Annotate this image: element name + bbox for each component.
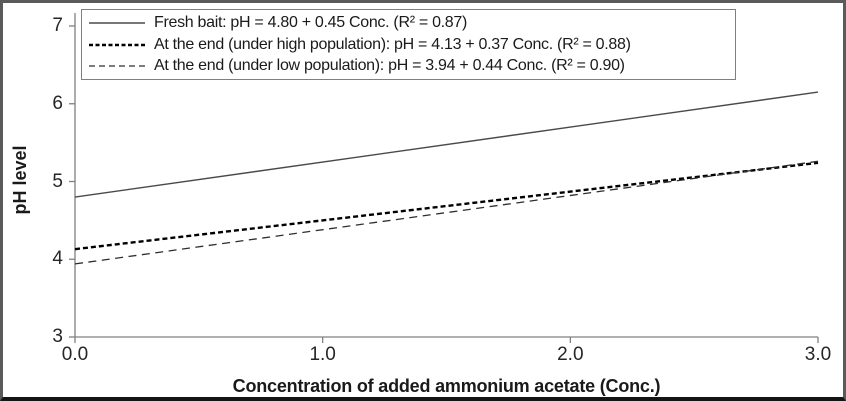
x-axis-title: Concentration of added ammonium acetate … — [232, 376, 661, 396]
x-tick-label: 1.0 — [309, 344, 336, 365]
x-tick-label: 2.0 — [557, 344, 584, 365]
legend-label: At the end (under high population): pH =… — [154, 35, 631, 53]
legend-item-end-high-population: At the end (under high population): pH =… — [88, 34, 729, 56]
legend-label: At the end (under low population): pH = … — [154, 57, 625, 75]
y-tick-label: 3 — [52, 326, 63, 347]
x-tick-label: 3.0 — [804, 344, 832, 365]
series-line-at-the-end-under-high-population — [74, 161, 819, 251]
y-tick-label: 5 — [52, 170, 63, 192]
chart-canvas — [69, 13, 819, 343]
legend: Fresh bait: pH = 4.80 + 0.45 Conc. (R² =… — [81, 9, 736, 80]
legend-item-fresh-bait: Fresh bait: pH = 4.80 + 0.45 Conc. (R² =… — [88, 12, 729, 34]
x-tick-label: 0.0 — [61, 344, 89, 365]
y-axis-title: pH level — [10, 145, 30, 215]
y-tick-label: 4 — [52, 248, 63, 270]
legend-swatch-thin-dashed-line-icon — [89, 65, 145, 67]
legend-label: Fresh bait: pH = 4.80 + 0.45 Conc. (R² =… — [154, 13, 468, 31]
y-tick-label: 6 — [52, 92, 63, 114]
series-line-fresh-bait — [74, 91, 819, 198]
series-line-at-the-end-under-low-population — [74, 160, 819, 265]
legend-swatch-solid-line-icon — [89, 22, 145, 24]
y-tick-label: 7 — [52, 15, 63, 36]
legend-swatch-bold-dashed-line-icon — [89, 43, 145, 46]
legend-item-end-low-population: At the end (under low population): pH = … — [88, 55, 729, 77]
